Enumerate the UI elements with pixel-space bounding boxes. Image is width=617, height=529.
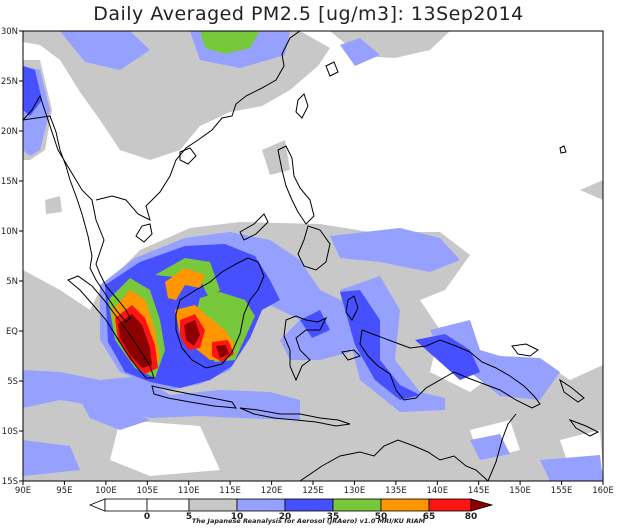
level-extreme	[118, 314, 229, 368]
colorbar-arrow-left	[88, 498, 106, 512]
map-title: Daily Averaged PM2.5 [ug/m3]: 13Sep2014	[93, 3, 524, 25]
coastlines	[23, 31, 600, 481]
lon-tick-label: 150E	[509, 486, 531, 496]
colorbar-swatch	[428, 498, 472, 512]
lat-tick-labels: 30N 25N 20N 15N 10N 5N EQ 5S 10S 15S	[1, 27, 18, 487]
lon-tick-label: 155E	[551, 486, 573, 496]
lat-tick-label: 10S	[2, 427, 18, 437]
lon-tick-label: 90E	[15, 486, 31, 496]
colorbar-label: 10	[231, 512, 244, 522]
colorbar-swatch	[380, 498, 430, 512]
lat-tick-label: 5N	[6, 277, 18, 287]
colorbar-label: 20	[279, 512, 292, 522]
colorbar-swatch	[332, 498, 382, 512]
lon-tick-label: 120E	[261, 486, 283, 496]
colorbar-label: 65	[423, 512, 436, 522]
lat-tick-label: 15S	[2, 477, 18, 487]
lon-tick-marks	[22, 481, 604, 485]
lat-tick-label: 5S	[7, 377, 18, 387]
lon-tick-labels: 90E 95E 100E 105E 110E 115E 120E 125E 13…	[15, 486, 614, 496]
colorbar-swatch	[188, 498, 238, 512]
lat-tick-label: 10N	[1, 227, 18, 237]
lon-tick-label: 115E	[219, 486, 241, 496]
lon-tick-label: 130E	[344, 486, 366, 496]
lon-tick-label: 140E	[426, 486, 448, 496]
colorbar-label: 5	[186, 512, 192, 522]
lon-tick-label: 100E	[95, 486, 117, 496]
lon-tick-label: 160E	[592, 486, 614, 496]
colorbar: 0 5 10 20 35 50 65 80	[88, 498, 494, 522]
lon-tick-label: 125E	[302, 486, 324, 496]
colorbar-swatch	[104, 498, 148, 512]
lat-tick-label: 30N	[1, 27, 18, 37]
lon-tick-label: 110E	[178, 486, 200, 496]
lat-tick-label: 20N	[1, 127, 18, 137]
colorbar-swatch	[236, 498, 286, 512]
pm25-field	[23, 31, 603, 481]
colorbar-label: 80	[465, 512, 478, 522]
credit-line: The Japanese Reanalysis for Aerosol (JRA…	[191, 517, 426, 525]
lat-tick-label: 25N	[1, 77, 18, 87]
lat-tick-marks	[19, 30, 23, 482]
lon-tick-label: 95E	[56, 486, 72, 496]
lon-tick-label: 135E	[385, 486, 407, 496]
colorbar-arrow-right	[470, 498, 494, 512]
lat-tick-label: EQ	[6, 327, 18, 337]
colorbar-label: 35	[327, 512, 340, 522]
lon-tick-label: 145E	[468, 486, 490, 496]
lon-tick-label: 105E	[136, 486, 158, 496]
colorbar-label: 50	[375, 512, 388, 522]
colorbar-label: 0	[144, 512, 150, 522]
colorbar-swatch	[284, 498, 334, 512]
colorbar-swatch	[146, 498, 190, 512]
lat-tick-label: 15N	[1, 177, 18, 187]
